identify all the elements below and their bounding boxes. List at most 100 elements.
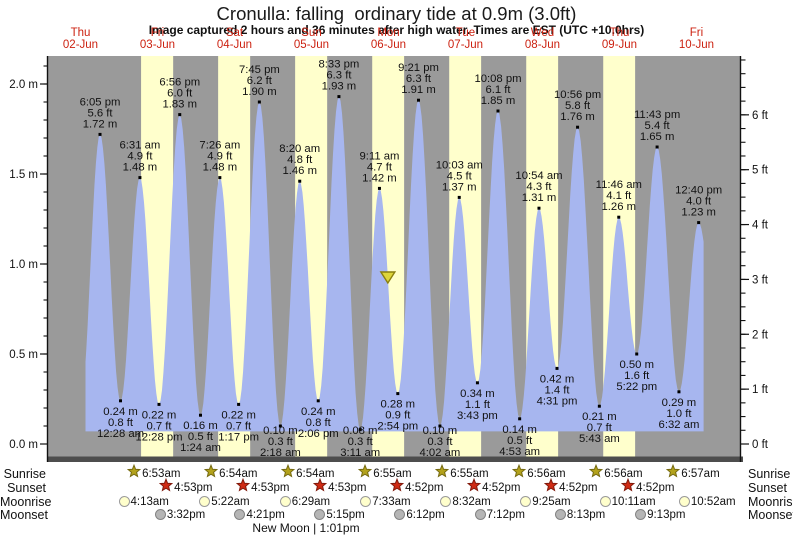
sunset-marker: 4:52pm: [621, 477, 674, 495]
x-axis-line: [47, 456, 743, 462]
tide-annotation-line: 1.31 m: [522, 192, 557, 204]
tide-low-annotation: 0.22 m0.7 ft1:17 pm: [218, 402, 259, 443]
tide-event-dot: [337, 95, 341, 99]
tide-annotation-line: 0.3 ft: [348, 436, 374, 448]
tide-annotation-line: 1.46 m: [282, 165, 317, 177]
tide-annotation-line: 7:26 am: [199, 140, 240, 152]
tide-event-dot: [198, 413, 202, 417]
day-name: Wed: [530, 27, 555, 39]
tide-low-annotation: 0.42 m1.4 ft4:31 pm: [537, 366, 578, 407]
sunrise-marker: 6:54am: [281, 463, 335, 481]
moonrise-moon-icon: [440, 496, 452, 507]
tide-annotation-line: 12:40 pm: [675, 185, 722, 197]
tide-annotation-line: 0.29 m: [662, 397, 697, 409]
tide-annotation-line: 0.42 m: [540, 373, 575, 385]
tide-high-annotation: 10:08 pm6.1 ft1.85 m: [474, 73, 522, 113]
left-tick-label: 0.5 m: [9, 349, 38, 361]
tide-annotation-line: 10:08 pm: [474, 73, 521, 85]
almanac-row-label-moonrise: Moonrise: [0, 495, 52, 509]
right-tick-label: 1 ft: [752, 384, 769, 396]
tide-annotation-line: 2:06 pm: [298, 428, 339, 440]
moonrise-moon-icon: [199, 496, 211, 507]
right-tick-label: 2 ft: [752, 329, 769, 341]
tide-annotation-line: 1.48 m: [203, 162, 238, 174]
almanac-row-label-moonrise: Moonrise: [748, 495, 793, 509]
moonset-moon-icon: [554, 509, 566, 520]
moonset-moon-icon: [234, 509, 246, 520]
tide-annotation-line: 10:56 pm: [554, 89, 601, 101]
tide-high-annotation: 6:05 pm5.6 ft1.72 m: [80, 96, 120, 136]
right-tick-label: 6 ft: [752, 110, 769, 122]
tide-annotation-line: 0.3 ft: [268, 436, 294, 448]
moonset-moon-icon: [394, 509, 406, 520]
tide-annotation-line: 6.3 ft: [326, 70, 352, 82]
tide-annotation-line: 3:43 pm: [457, 410, 498, 422]
tide-annotation-line: 8:20 am: [279, 143, 320, 155]
sunset-time: 4:52pm: [405, 481, 444, 494]
sunrise-star-icon: [435, 463, 450, 483]
sunset-time: 4:53pm: [328, 481, 367, 494]
tide-annotation-line: 0.3 ft: [427, 436, 453, 448]
moonrise-time: 10:11am: [611, 495, 656, 508]
tide-annotation-line: 0.5 ft: [188, 431, 214, 443]
moonset-moon-icon: [314, 509, 326, 520]
right-tick-label: 0 ft: [752, 439, 769, 451]
tide-annotation-line: 5:22 pm: [616, 381, 657, 393]
moonrise-moon-icon: [360, 496, 372, 507]
day-date: 02-Jun: [62, 39, 99, 51]
moonrise-moon-icon: [279, 496, 291, 507]
tide-annotation-line: 1.91 m: [401, 84, 436, 96]
moonset-marker: 8:13pm: [554, 507, 605, 522]
moonset-time: 7:12pm: [486, 508, 525, 521]
tide-event-dot: [178, 113, 182, 117]
tide-annotation-line: 4:53 am: [499, 446, 540, 458]
day-label: Sun 05-Jun: [280, 27, 344, 51]
tide-high-annotation: 7:26 am4.9 ft1.48 m: [199, 140, 240, 180]
day-label: Fri 10-Jun: [665, 27, 729, 51]
day-date: 10-Jun: [678, 39, 715, 51]
tide-annotation-line: 0.9 ft: [385, 410, 411, 422]
tide-event-dot: [677, 390, 681, 394]
moon-phase-caption: New Moon | 1:01pm: [252, 521, 360, 535]
tide-event-dot: [697, 221, 701, 225]
tide-annotation-line: 0.28 m: [381, 399, 416, 411]
sunset-marker: 4:52pm: [544, 477, 597, 495]
tide-high-annotation: 11:46 am4.1 ft1.26 m: [596, 179, 642, 219]
day-date: 06-Jun: [370, 39, 407, 51]
sunrise-marker: 6:56am: [589, 463, 643, 481]
tide-annotation-line: 4:31 pm: [537, 395, 578, 407]
moonrise-marker: 8:32am: [440, 494, 491, 509]
sunset-marker: 4:53pm: [313, 477, 367, 495]
tide-high-annotation: 9:21 pm6.3 ft1.91 m: [398, 62, 439, 102]
tide-annotation-line: 2:18 am: [260, 447, 301, 459]
tide-annotation-line: 1.48 m: [123, 162, 158, 174]
almanac-row-label-sunset: Sunset: [748, 481, 787, 495]
tide-annotation-line: 1.6 ft: [624, 370, 650, 382]
tide-annotation-line: 5.4 ft: [645, 120, 671, 132]
day-label: Fri 03-Jun: [126, 27, 190, 51]
moonrise-marker: 10:52am: [678, 494, 736, 509]
tide-event-dot: [438, 424, 442, 428]
tide-annotation-line: 0.22 m: [142, 409, 177, 421]
tide-event-dot: [157, 402, 161, 406]
sunset-time: 4:53pm: [251, 481, 290, 494]
tide-low-annotation: 0.29 m1.0 ft6:32 am: [659, 390, 699, 431]
tide-high-annotation: 7:45 pm6.2 ft1.90 m: [239, 64, 280, 104]
right-axis-line: [739, 56, 742, 462]
tide-event-dot: [416, 98, 420, 102]
tide-annotation-line: 0.10 m: [263, 425, 298, 437]
sunrise-time: 6:54am: [296, 467, 335, 480]
tide-annotation-line: 0.8 ft: [108, 417, 134, 429]
moonset-time: 5:15pm: [326, 508, 365, 521]
tide-event-dot: [655, 145, 659, 149]
tide-annotation-line: 6.1 ft: [485, 84, 511, 96]
moonrise-marker: 7:33am: [360, 494, 411, 509]
tide-event-dot: [518, 417, 522, 421]
tide-annotation-line: 1.85 m: [481, 95, 516, 107]
almanac-row-label-moonset: Moonset: [748, 508, 793, 522]
moonrise-time: 9:25am: [532, 495, 571, 508]
tide-annotation-line: 1.72 m: [83, 118, 118, 130]
moonset-time: 3:32pm: [166, 508, 206, 521]
tide-annotation-line: 6.2 ft: [247, 75, 273, 87]
